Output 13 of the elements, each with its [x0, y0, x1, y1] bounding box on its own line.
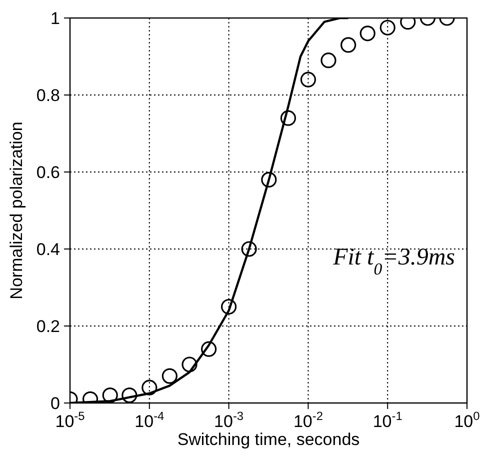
x-tick-label: 10$^{-1}$ [372, 409, 403, 431]
annotation: Fit t$_{0}$=3.9ms [332, 244, 455, 278]
y-tick-label: 0.8 [36, 86, 60, 105]
y-axis-title: Normalized polarization [7, 122, 26, 300]
x-tick-label: 10$^{-2}$ [293, 409, 324, 431]
x-tick-label: 10$^{0}$ [454, 409, 480, 431]
x-tick-label: 10$^{-3}$ [214, 409, 244, 431]
y-tick-label: 1 [50, 9, 60, 28]
x-tick-label: 10$^{-4}$ [134, 409, 165, 431]
y-tick-label: 0.4 [36, 240, 60, 259]
y-tick-label: 0.6 [36, 163, 60, 182]
y-tick-label: 0.2 [36, 317, 60, 336]
x-axis-title: Switching time, seconds [177, 430, 360, 449]
